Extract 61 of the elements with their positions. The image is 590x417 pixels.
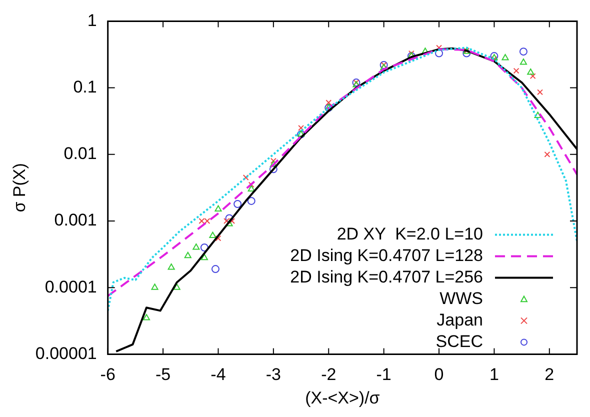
point (298, 124, 304, 131)
point (173, 284, 180, 290)
legend-label: 2D Ising K=0.4707 L=256 (290, 267, 483, 286)
y-tick-label: 0.00001 (35, 344, 97, 363)
point (247, 196, 256, 205)
point (534, 112, 542, 118)
x-tick-label: -6 (100, 365, 116, 384)
point (436, 44, 442, 51)
legend-label: Japan (436, 310, 483, 330)
point (168, 264, 175, 270)
x-tick-label: -1 (376, 365, 392, 384)
point (151, 284, 158, 290)
point (270, 160, 277, 167)
point (200, 244, 208, 252)
x-tick-label: 2 (544, 365, 554, 384)
legend-label: 2D XY K=2.0 L=10 (336, 224, 483, 244)
point (462, 49, 471, 58)
point (269, 165, 278, 174)
x-tick-label: -2 (321, 365, 336, 384)
legend-label: SCEC (436, 332, 483, 351)
point (224, 218, 230, 224)
point (209, 232, 216, 238)
point (502, 54, 509, 60)
point (215, 235, 222, 242)
point (234, 200, 242, 208)
legend-label: 2D Ising K=0.4707 L=128 (290, 246, 483, 265)
x-tick-label: -5 (155, 365, 171, 384)
y-axis-title: σ P(X) (10, 163, 29, 212)
point (326, 100, 332, 106)
x-tick-label: -4 (210, 365, 226, 384)
point (520, 58, 527, 65)
point (225, 214, 234, 222)
y-tick-label: 0.1 (73, 77, 97, 96)
point (435, 49, 444, 58)
y-tick-label: 1 (87, 10, 97, 30)
x-tick-label: 0 (434, 365, 444, 384)
point (192, 244, 200, 250)
y-tick-label: 0.001 (54, 210, 97, 230)
point (211, 265, 220, 274)
point (142, 314, 150, 320)
point (229, 218, 236, 224)
y-tick-label: 0.0001 (44, 277, 97, 296)
point (214, 205, 222, 212)
point (198, 218, 205, 224)
point (544, 151, 550, 158)
point (200, 254, 208, 260)
legend-label: WWS (440, 288, 483, 308)
point (270, 158, 276, 164)
point (248, 185, 255, 192)
point (184, 252, 192, 258)
x-axis-title: (X-<X>)/σ (305, 388, 380, 408)
point (530, 73, 536, 80)
x-tick-label: -3 (266, 365, 281, 384)
x-tick-label: 1 (489, 365, 499, 384)
point (537, 89, 543, 96)
point (242, 174, 249, 180)
point (527, 68, 534, 75)
point (519, 48, 528, 56)
point (204, 218, 210, 224)
point (513, 68, 520, 74)
y-tick-label: 0.01 (64, 144, 97, 164)
